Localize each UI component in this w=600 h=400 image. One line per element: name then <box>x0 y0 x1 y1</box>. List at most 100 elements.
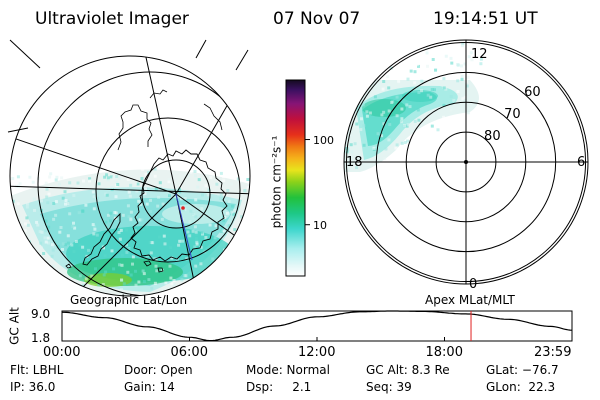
image-pixel <box>193 245 197 249</box>
image-pixel <box>140 177 144 180</box>
image-pixel <box>40 277 43 281</box>
image-pixel <box>129 183 133 187</box>
image-pixel <box>16 175 20 179</box>
geographic-panel <box>7 39 251 297</box>
image-pixel <box>50 254 54 258</box>
image-pixel <box>442 115 446 119</box>
image-pixel <box>395 114 399 118</box>
image-pixel <box>103 236 107 240</box>
image-pixel <box>449 95 453 98</box>
image-pixel <box>199 262 203 266</box>
image-pixel <box>426 93 430 97</box>
image-pixel <box>426 64 429 68</box>
image-pixel <box>101 244 105 248</box>
image-pixel <box>387 121 391 125</box>
image-pixel <box>20 245 24 248</box>
image-pixel <box>238 237 241 241</box>
image-pixel <box>195 242 199 246</box>
image-pixel <box>395 56 399 60</box>
image-pixel <box>186 230 190 234</box>
image-pixel <box>25 293 29 296</box>
image-pixel <box>416 108 420 112</box>
image-pixel <box>98 168 102 172</box>
image-pixel <box>126 270 130 274</box>
image-pixel <box>463 95 467 99</box>
image-pixel <box>408 105 412 109</box>
image-pixel <box>449 102 453 106</box>
image-pixel <box>206 292 210 296</box>
image-pixel <box>38 230 42 234</box>
image-pixel <box>153 174 157 178</box>
image-pixel <box>160 255 164 259</box>
image-pixel <box>200 207 204 211</box>
image-pixel <box>120 288 123 292</box>
footer-glon: GLon: 22.3 <box>486 380 556 394</box>
image-pixel <box>10 290 14 294</box>
image-pixel <box>247 225 250 229</box>
image-pixel <box>73 226 77 230</box>
image-pixel <box>176 258 179 261</box>
image-pixel <box>106 213 110 217</box>
image-pixel <box>66 234 70 238</box>
image-pixel <box>110 249 114 253</box>
image-pixel <box>112 176 115 180</box>
image-pixel <box>141 228 145 232</box>
image-pixel <box>112 267 116 271</box>
image-pixel <box>133 228 137 232</box>
image-pixel <box>64 282 68 286</box>
image-pixel <box>144 172 148 176</box>
image-pixel <box>92 232 96 236</box>
image-pixel <box>63 190 67 194</box>
image-pixel <box>207 292 211 296</box>
image-pixel <box>129 273 133 277</box>
orbit-plot <box>61 310 573 342</box>
image-pixel <box>12 237 15 241</box>
image-pixel <box>201 275 205 279</box>
image-pixel <box>456 79 460 83</box>
image-pixel <box>52 202 56 205</box>
image-pixel <box>406 77 410 81</box>
image-pixel <box>417 118 421 122</box>
image-pixel <box>239 248 243 252</box>
image-pixel <box>76 181 80 185</box>
image-pixel <box>134 182 137 186</box>
image-pixel <box>28 267 32 271</box>
image-pixel <box>25 252 29 256</box>
geo-coastline <box>130 149 228 262</box>
image-pixel <box>36 288 40 292</box>
image-pixel <box>42 261 46 265</box>
image-pixel <box>374 81 378 84</box>
image-pixel <box>126 177 130 181</box>
image-pixel <box>32 197 36 201</box>
image-pixel <box>149 198 152 202</box>
image-pixel <box>25 202 29 206</box>
image-pixel <box>394 146 398 150</box>
image-pixel <box>185 257 189 261</box>
image-pixel <box>30 248 34 252</box>
image-pixel <box>388 122 392 126</box>
image-pixel <box>357 162 361 166</box>
image-pixel <box>153 167 157 171</box>
image-pixel <box>234 285 238 289</box>
image-pixel <box>18 182 22 186</box>
image-pixel <box>64 199 68 202</box>
image-pixel <box>444 87 448 91</box>
image-pixel <box>105 173 109 177</box>
image-pixel <box>45 187 49 191</box>
image-pixel <box>380 113 384 117</box>
image-pixel <box>42 252 46 255</box>
image-pixel <box>58 182 61 186</box>
image-pixel <box>217 192 220 196</box>
image-pixel <box>167 180 171 184</box>
image-pixel <box>351 85 355 89</box>
image-pixel <box>155 269 159 273</box>
image-pixel <box>139 202 143 206</box>
image-pixel <box>180 286 184 290</box>
image-pixel <box>16 202 20 206</box>
image-pixel <box>92 224 96 228</box>
image-pixel <box>104 270 108 274</box>
image-pixel <box>191 212 195 216</box>
image-pixel <box>193 225 197 229</box>
image-pixel <box>461 42 465 45</box>
image-pixel <box>193 170 197 173</box>
